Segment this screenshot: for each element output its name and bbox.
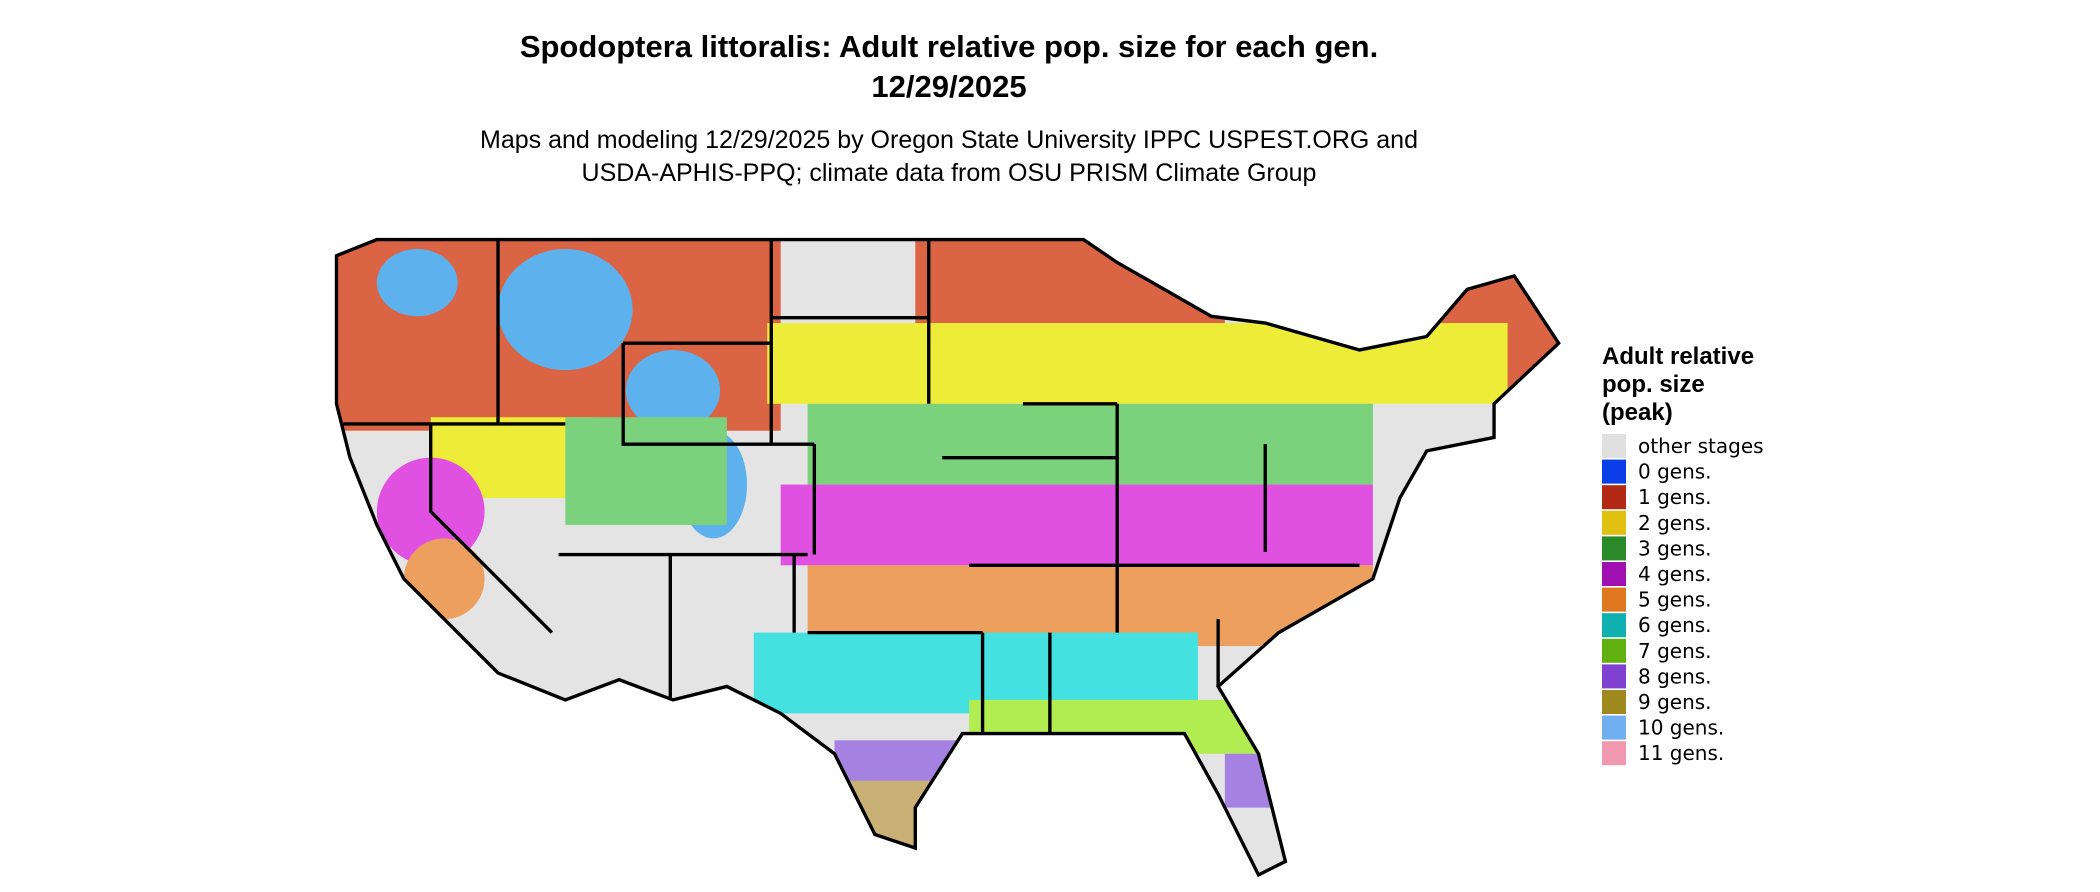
legend-swatch [1602, 510, 1626, 535]
legend-swatch [1602, 562, 1626, 586]
legend-label: 10 gens. [1638, 716, 1724, 740]
legend-label: 1 gens. [1638, 485, 1712, 509]
legend-swatch [1602, 741, 1626, 766]
legend-label: 5 gens. [1638, 588, 1712, 612]
state-borders [334, 237, 1561, 878]
subtitle: Maps and modeling 12/29/2025 by Oregon S… [480, 126, 1418, 154]
legend-swatch [1602, 459, 1626, 484]
legend-swatch [1602, 638, 1626, 663]
legend-swatch [1602, 434, 1626, 458]
legend-swatch [1602, 536, 1626, 561]
legend-label: other stages [1638, 434, 1764, 458]
subtitle: USDA-APHIS-PPQ; climate data from OSU PR… [582, 159, 1317, 187]
legend-swatch [1602, 613, 1626, 638]
legend: Adult relative pop. size (peak) other st… [1602, 343, 1764, 766]
legend-label: 8 gens. [1638, 664, 1712, 688]
legend-label: 3 gens. [1638, 536, 1712, 560]
title: Spodoptera littoralis: Adult relative po… [520, 29, 1378, 64]
legend-label: 7 gens. [1638, 639, 1712, 663]
legend-title: pop. size [1602, 371, 1705, 398]
legend-swatch [1602, 690, 1626, 714]
legend-label: 4 gens. [1638, 562, 1712, 586]
legend-label: 9 gens. [1638, 690, 1712, 714]
legend-swatch [1602, 485, 1626, 510]
legend-label: 11 gens. [1638, 741, 1724, 765]
map [334, 237, 1561, 878]
legend-title: Adult relative [1602, 343, 1754, 370]
title: 12/29/2025 [871, 69, 1026, 104]
legend-swatch [1602, 587, 1626, 612]
legend-swatch [1602, 664, 1626, 689]
legend-swatch [1602, 715, 1626, 740]
map-fill [336, 239, 1559, 875]
legend-title: (peak) [1602, 399, 1673, 426]
legend-label: 2 gens. [1638, 511, 1712, 535]
legend-label: 0 gens. [1638, 460, 1712, 484]
legend-label: 6 gens. [1638, 613, 1712, 637]
